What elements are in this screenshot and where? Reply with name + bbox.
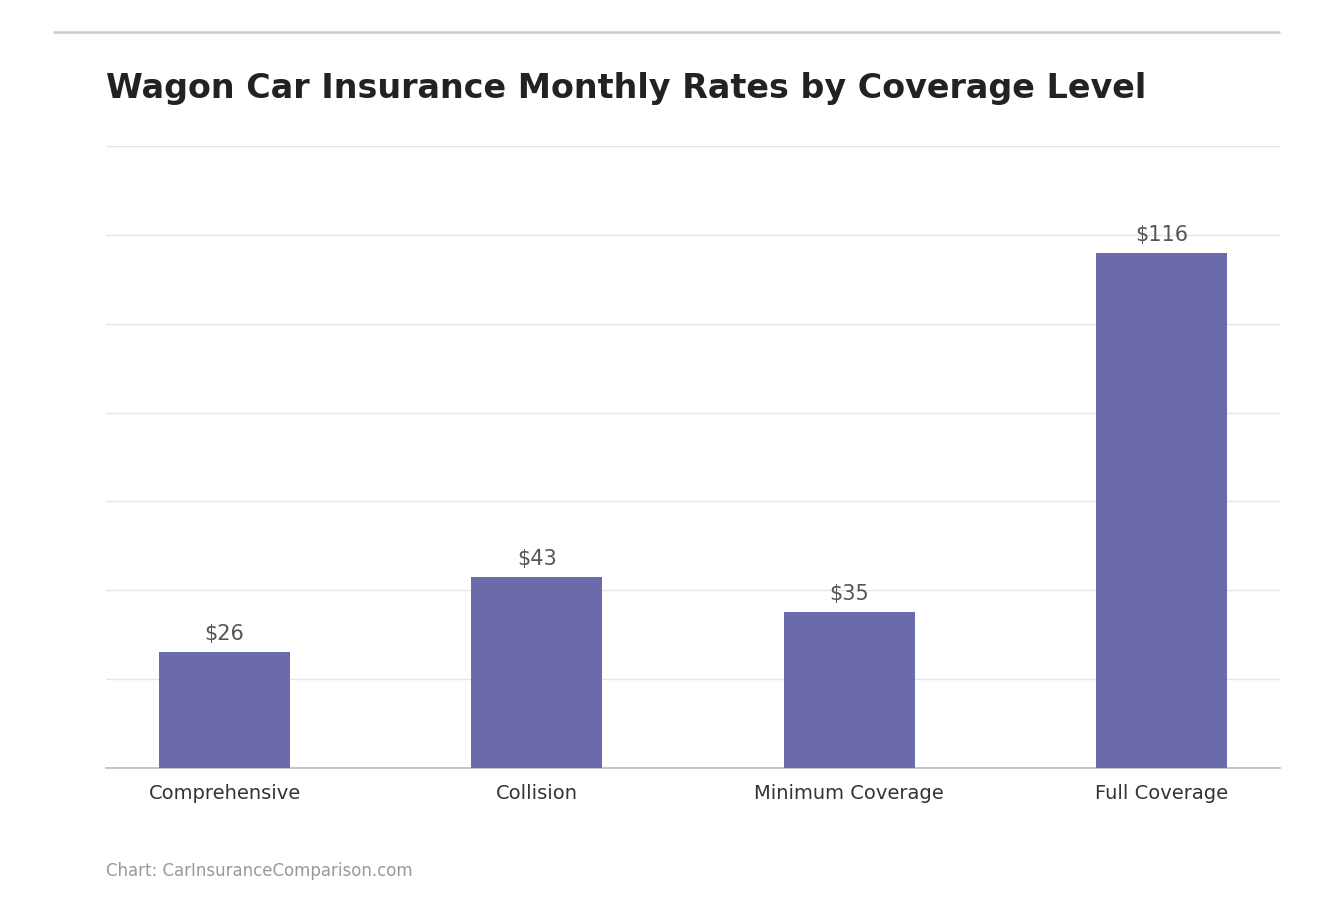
Text: $116: $116 bbox=[1135, 225, 1188, 245]
Text: $43: $43 bbox=[517, 549, 557, 569]
Bar bbox=[471, 577, 602, 768]
Text: Chart: CarInsuranceComparison.com: Chart: CarInsuranceComparison.com bbox=[106, 862, 412, 879]
Bar bbox=[784, 612, 915, 768]
Bar bbox=[158, 653, 290, 768]
Text: $35: $35 bbox=[829, 584, 869, 604]
Text: Wagon Car Insurance Monthly Rates by Coverage Level: Wagon Car Insurance Monthly Rates by Cov… bbox=[106, 72, 1146, 105]
Bar bbox=[1096, 253, 1228, 768]
Text: $26: $26 bbox=[205, 624, 244, 644]
